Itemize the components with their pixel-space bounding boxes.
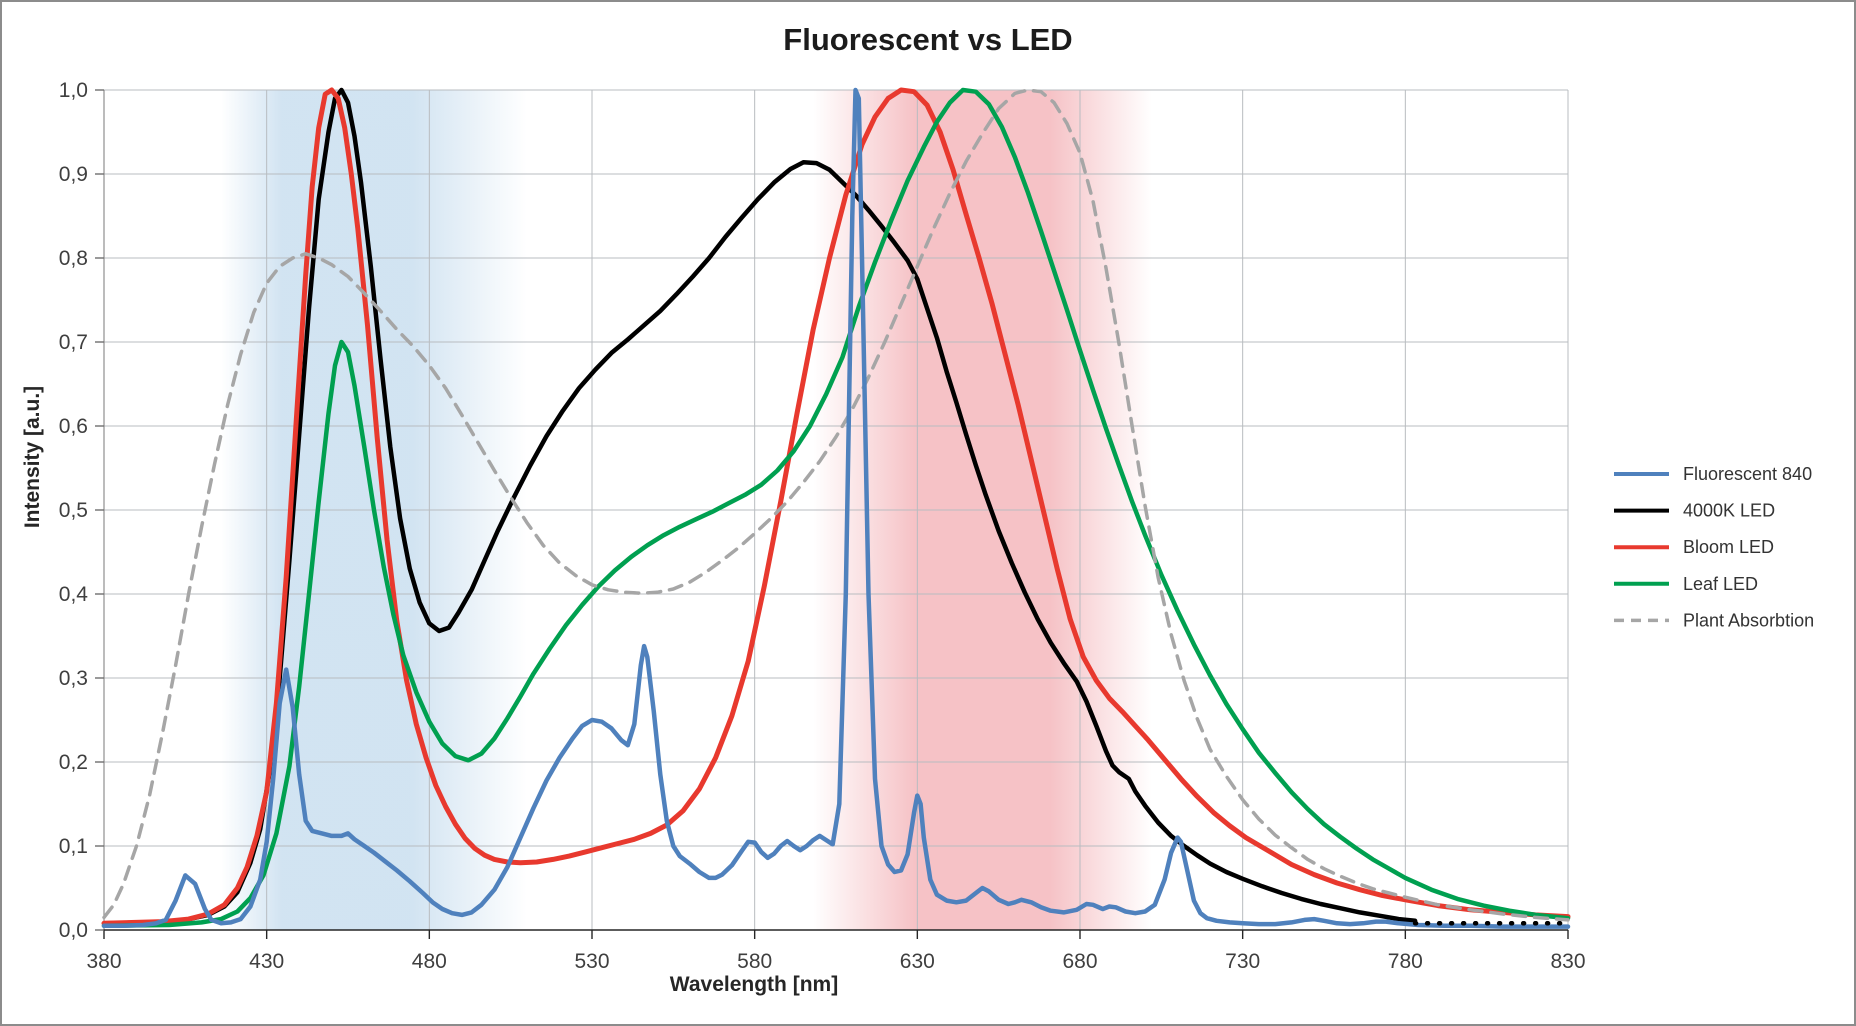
x-tick-label: 780 bbox=[1388, 950, 1423, 973]
legend-label: Bloom LED bbox=[1683, 537, 1774, 557]
series-fluorescent-840 bbox=[101, 87, 1571, 929]
y-tick-label: 0,4 bbox=[59, 583, 89, 606]
legend-item: Bloom LED bbox=[1614, 537, 1774, 557]
x-tick-label: 630 bbox=[900, 950, 935, 973]
legend-item: 4000K LED bbox=[1614, 501, 1775, 521]
legend-item: Leaf LED bbox=[1614, 574, 1758, 594]
y-axis-title: Intensity [a.u.] bbox=[21, 386, 44, 528]
x-tick-label: 380 bbox=[86, 950, 121, 973]
legend-label: Fluorescent 840 bbox=[1683, 464, 1812, 484]
y-tick-label: 0,8 bbox=[59, 247, 88, 270]
series-bloom-led bbox=[101, 87, 1571, 926]
y-tick-label: 0,1 bbox=[59, 835, 88, 858]
series-curves bbox=[101, 87, 1571, 929]
legend-label: Leaf LED bbox=[1683, 574, 1758, 594]
y-tick-label: 1,0 bbox=[59, 79, 88, 102]
x-tick-label: 580 bbox=[737, 950, 772, 973]
x-tick-labels: 380 430 480 530 580 630 680 730 780 830 bbox=[86, 950, 1585, 973]
x-axis-title: Wavelength [nm] bbox=[670, 973, 838, 996]
legend-label: Plant Absorbtion bbox=[1683, 610, 1814, 630]
x-tick-label: 480 bbox=[412, 950, 447, 973]
x-tick-label: 830 bbox=[1550, 950, 1585, 973]
x-tick-label: 680 bbox=[1062, 950, 1097, 973]
legend: Fluorescent 840 4000K LED Bloom LED Leaf LE… bbox=[1614, 464, 1814, 630]
gridlines bbox=[103, 89, 1569, 931]
x-tick-label: 530 bbox=[574, 950, 609, 973]
y-tick-label: 0,7 bbox=[59, 331, 88, 354]
y-tick-labels: 0,0 0,1 0,2 0,3 0,4 0,5 0,6 0,7 0,8 0,9 1,0 bbox=[59, 79, 89, 942]
legend-item: Plant Absorbtion bbox=[1614, 610, 1814, 630]
series-4000k-led bbox=[101, 87, 1418, 926]
y-tick-label: 0,6 bbox=[59, 415, 88, 438]
legend-label: 4000K LED bbox=[1683, 501, 1775, 521]
axes bbox=[95, 89, 1569, 939]
series-leaf-led bbox=[101, 87, 1571, 929]
chart-title: Fluorescent vs LED bbox=[783, 22, 1072, 57]
x-tick-label: 430 bbox=[249, 950, 284, 973]
y-tick-label: 0,3 bbox=[59, 667, 88, 690]
y-tick-label: 0,0 bbox=[59, 919, 88, 942]
legend-item: Fluorescent 840 bbox=[1614, 464, 1812, 484]
y-tick-label: 0,5 bbox=[59, 499, 88, 522]
y-tick-label: 0,9 bbox=[59, 163, 88, 186]
x-tick-label: 730 bbox=[1225, 950, 1260, 973]
y-tick-label: 0,2 bbox=[59, 751, 88, 774]
